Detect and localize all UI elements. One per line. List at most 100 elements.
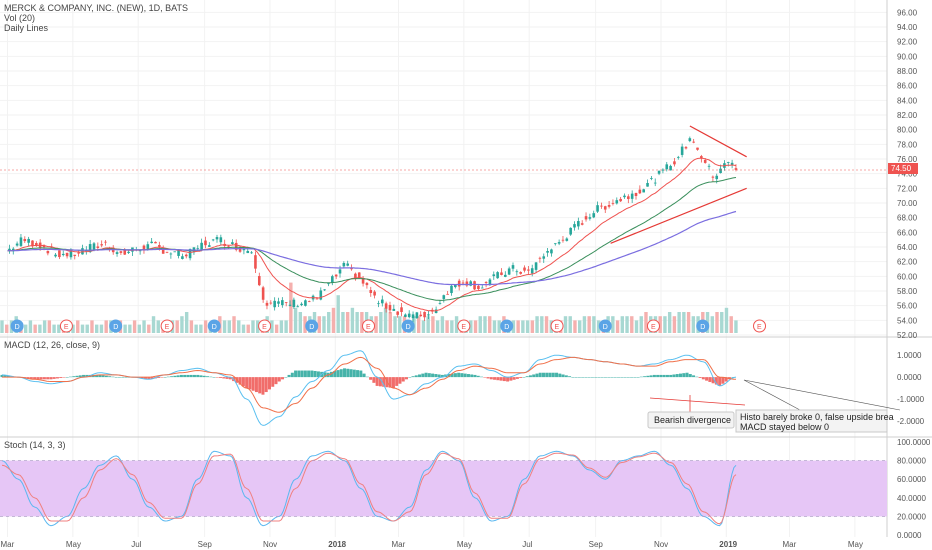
y-tick-label: 66.00: [897, 228, 918, 237]
volume-bar: [691, 316, 696, 333]
macd-histogram-bar: [607, 377, 611, 378]
macd-histogram-bar: [202, 375, 206, 378]
macd-histogram-bar: [626, 377, 630, 378]
macd-histogram-bar: [418, 374, 422, 378]
candle-body: [281, 300, 284, 306]
macd-histogram-bar: [656, 374, 660, 378]
candle-body: [388, 304, 392, 311]
price-badge: [888, 163, 918, 174]
macd-histogram-bar: [49, 377, 53, 380]
trend-lines: [610, 125, 747, 244]
candle-body: [204, 240, 207, 246]
candle-body: [446, 293, 449, 295]
macd-histogram-bar: [519, 377, 523, 378]
event-marker: [10, 319, 24, 333]
macd-histogram-bar: [620, 377, 624, 378]
bearish-divergence-callout: Bearish divergence: [647, 395, 746, 429]
candle-body: [188, 248, 192, 259]
candle-body: [726, 161, 730, 163]
macd-histogram-bar: [678, 373, 682, 378]
candle-body: [488, 279, 492, 285]
macd-histogram-bar: [303, 370, 307, 378]
candle-body: [296, 306, 300, 308]
volume-bar: [540, 316, 544, 333]
candle-body: [19, 237, 23, 246]
candle-body: [69, 250, 73, 258]
volume-bar: [270, 320, 274, 333]
candle-body: [450, 285, 453, 294]
candle-body: [246, 250, 250, 254]
candle-body: [81, 248, 84, 255]
volume-bar: [454, 316, 459, 333]
candle-body: [623, 195, 626, 198]
candle-body: [615, 200, 619, 204]
event-marker-label: E: [262, 324, 267, 331]
candle-body: [407, 313, 411, 318]
macd-histogram-bar: [117, 377, 121, 378]
macd-histogram-bar: [85, 374, 89, 378]
candle-body: [254, 255, 257, 269]
macd-histogram-bar: [277, 377, 281, 382]
volume-bar: [497, 320, 501, 333]
candle-body: [331, 276, 334, 283]
candle-body: [527, 269, 530, 271]
candle-body: [715, 175, 719, 180]
y-tick-label: 60.0000: [897, 475, 926, 484]
macd-histogram-bar: [718, 377, 722, 386]
y-tick-label: 88.00: [897, 67, 918, 76]
candle-body: [730, 162, 734, 166]
x-tick-labels: Mar May Jul Sep Nov 2018 Mar May Jul Sep Nov 2019 Ma…: [0, 540, 862, 549]
volume-bar: [440, 316, 445, 333]
volume-bar: [535, 316, 539, 333]
volume-bar: [634, 320, 639, 333]
event-marker-label: E: [366, 324, 371, 331]
volume-bar: [686, 312, 691, 333]
macd-histogram-bar: [375, 377, 379, 386]
volume-bar: [431, 316, 435, 333]
macd-histogram-bar: [228, 377, 232, 380]
macd-histogram-bar: [692, 375, 696, 378]
macd-histogram-bar: [98, 374, 102, 378]
candle-body: [234, 242, 238, 250]
macd-histogram-bar: [509, 377, 513, 381]
candle-body: [442, 295, 446, 299]
macd-histogram-bar: [437, 374, 441, 378]
volume-bar: [596, 320, 601, 333]
volume-bar: [677, 312, 681, 333]
candle-body: [392, 308, 396, 311]
macd-histogram-bar: [528, 375, 532, 378]
macd-histogram-bar: [411, 376, 415, 378]
volume-bar: [95, 324, 99, 333]
x-tick-label: Mar: [783, 540, 797, 549]
macd-histogram-bar: [480, 376, 484, 378]
x-tick-label: May: [457, 540, 472, 549]
candle-body: [257, 276, 261, 286]
event-marker: [305, 319, 319, 333]
macd-histogram-bar: [551, 372, 555, 378]
price-badge-text: 74.50: [891, 164, 912, 173]
macd-histogram-bar: [711, 377, 715, 384]
macd-histogram-bar: [183, 374, 187, 378]
volume-bar: [734, 320, 738, 333]
macd-histogram-bar: [603, 377, 607, 378]
y-tick-label: 90.00: [897, 52, 918, 61]
macd-histogram-bar: [564, 375, 568, 378]
candle-body: [315, 298, 319, 300]
candle-body: [484, 282, 488, 284]
candle-body: [477, 285, 480, 290]
event-marker-label: D: [700, 324, 705, 331]
volume-bar: [317, 316, 321, 333]
x-tick-label: 2018: [328, 540, 346, 549]
macd-histogram-bar: [548, 372, 552, 378]
macd-histogram-bar: [254, 377, 258, 393]
macd-histogram-bar: [241, 377, 245, 387]
x-tick-label: 2019: [719, 540, 737, 549]
macd-histogram-bar: [525, 376, 529, 378]
event-marker-label: D: [309, 324, 314, 331]
macd-panel: [0, 350, 737, 426]
macd-histogram-bar: [515, 377, 519, 379]
candle-body: [208, 245, 211, 247]
macd-histogram-bar: [652, 374, 656, 378]
candle-body: [646, 182, 649, 187]
volume-bar: [80, 324, 85, 333]
